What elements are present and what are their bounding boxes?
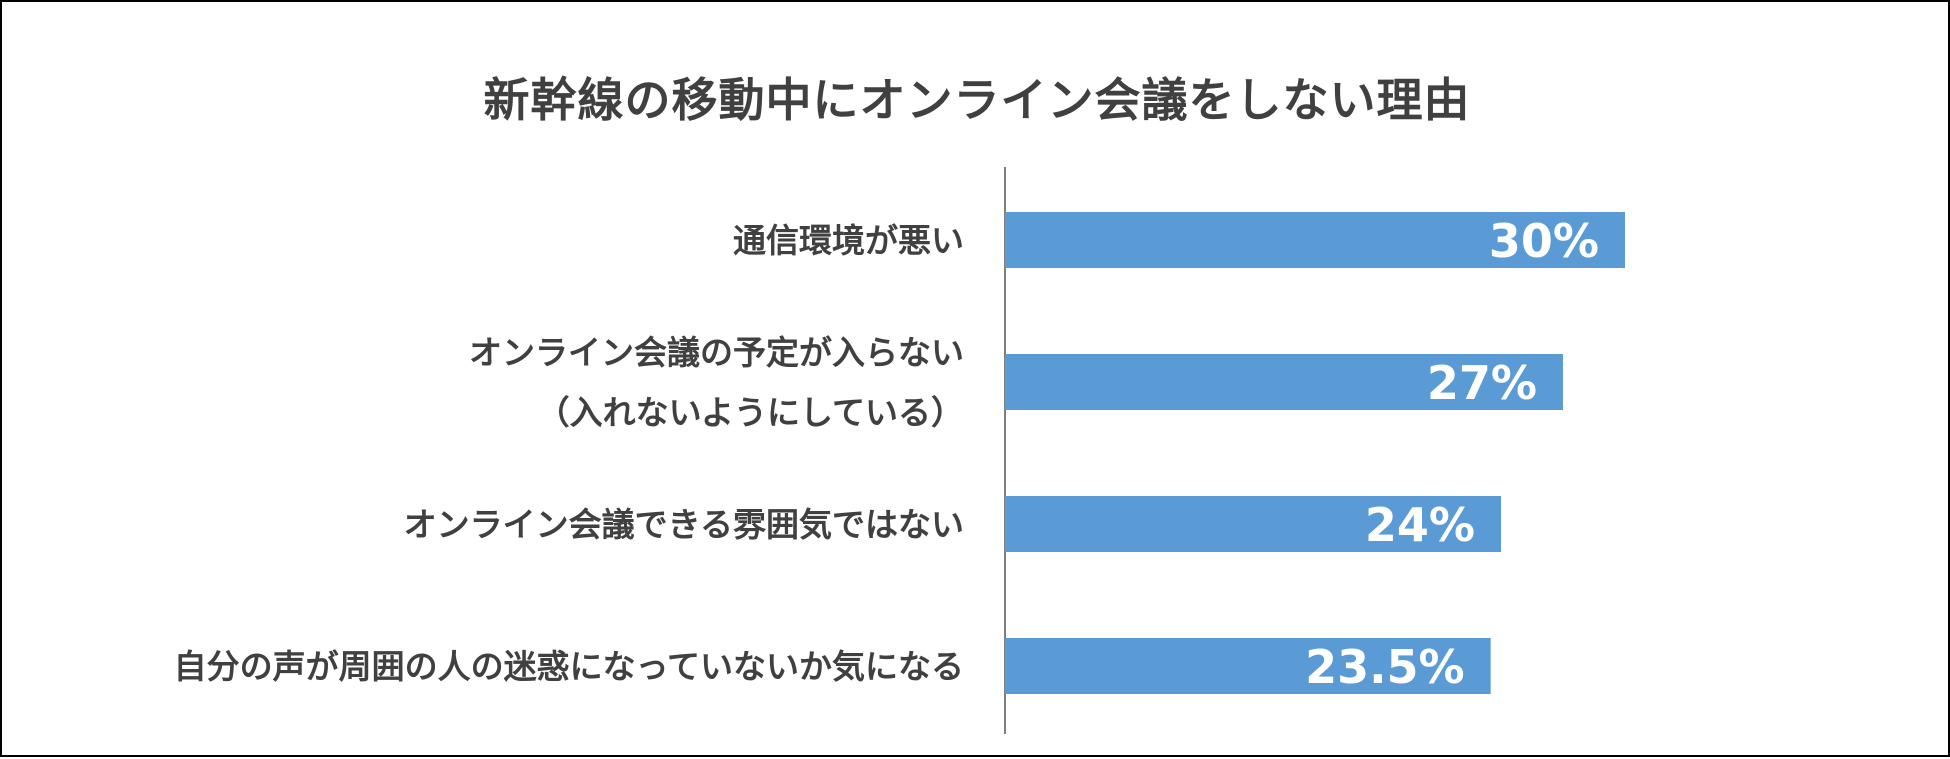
category-label-2: オンライン会議できる雰囲気ではない — [404, 505, 964, 544]
category-label-1-line-1: （入れないようにしている） — [537, 393, 964, 432]
value-label-2: 24% — [1365, 498, 1475, 552]
value-label-3: 23.5% — [1305, 640, 1465, 694]
bars-group — [1005, 212, 1625, 694]
bar-2 — [1005, 496, 1501, 552]
category-label-1-line-0: オンライン会議の予定が入らない — [469, 333, 964, 372]
bar-3 — [1005, 638, 1491, 694]
bar-1 — [1005, 354, 1563, 410]
value-label-0: 30% — [1489, 214, 1599, 268]
bar-0 — [1005, 212, 1625, 268]
chart-title: 新幹線の移動中にオンライン会議をしない理由 — [483, 73, 1471, 127]
category-label-0: 通信環境が悪い — [733, 221, 964, 260]
value-labels-group: 30% 27% 24% 23.5% — [1305, 214, 1599, 694]
value-label-1: 27% — [1427, 356, 1537, 410]
category-label-3: 自分の声が周囲の人の迷惑になっていないか気になる — [174, 647, 964, 686]
